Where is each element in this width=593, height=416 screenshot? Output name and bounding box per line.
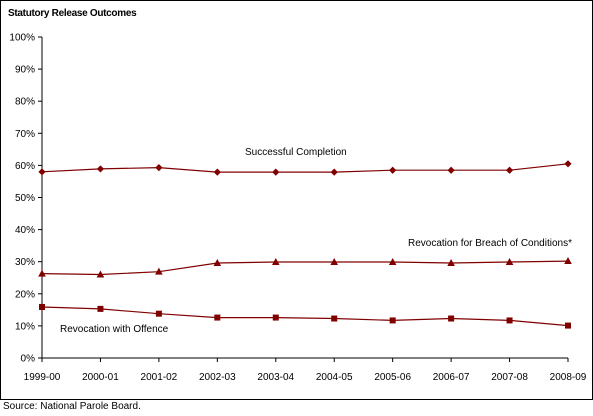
y-tick-label: 70% [15,129,35,140]
x-tick-label: 2002-03 [199,372,236,383]
y-tick-label: 10% [15,321,35,332]
data-point-triangle [330,258,339,266]
source-note: Source: National Parole Board. [3,401,141,412]
x-tick-label: 2001-02 [141,372,178,383]
data-point-square [448,315,455,322]
series-line [41,260,569,276]
series-layer [38,160,572,329]
series-label-revocation-breach: Revocation for Breach of Conditions* [408,238,572,249]
data-point-triangle [155,267,163,275]
data-point-triangle [505,258,514,266]
data-point-triangle [447,258,455,266]
y-tick-label: 90% [15,65,35,76]
data-point-diamond [96,165,105,173]
series-line [41,306,569,327]
y-tick-label: 30% [15,257,35,268]
series-labels: Successful Completion Revocation for Bre… [60,147,572,335]
x-tick-label: 2008-09 [550,372,587,383]
data-point-triangle [38,269,46,277]
x-tick-label: 2006-07 [433,372,470,383]
data-point-triangle [271,258,280,266]
series-label-revocation-offence: Revocation with Offence [60,324,169,335]
data-point-square [155,310,162,317]
data-point-diamond [389,166,397,174]
y-tick-label: 40% [15,225,35,236]
data-point-diamond [447,166,455,174]
data-point-diamond [564,160,572,168]
x-tick-label: 2000-01 [82,372,119,383]
data-point-square [39,303,45,310]
data-point-square [272,314,279,321]
y-tick-label: 0% [21,354,36,365]
x-tick-label: 2007-08 [491,372,528,383]
data-point-square [506,317,513,324]
chart-title: Statutory Release Outcomes [8,8,137,19]
data-point-triangle [564,257,572,265]
x-tick-label: 2003-04 [257,372,294,383]
data-point-diamond [213,168,221,176]
data-point-diamond [38,168,46,176]
data-point-triangle [388,258,397,266]
axes: 0% 10% 20% 30% 40% 50% 60% 70% 80% 90% 100% 1999-00… [9,33,586,384]
series-2 [39,303,571,329]
series-0 [38,160,572,176]
y-tick-label: 60% [15,161,35,172]
data-point-square [214,314,221,321]
series-line [41,163,569,173]
y-tick-label: 80% [15,97,35,108]
y-tick-label: 20% [15,289,35,300]
x-tick-label: 1999-00 [24,372,61,383]
y-tick-label: 100% [9,33,35,44]
x-tick-label: 2005-06 [374,372,411,383]
data-point-square [97,305,104,312]
data-point-triangle [96,270,105,278]
data-point-diamond [330,168,338,176]
data-point-square [389,317,396,324]
series-label-successful-completion: Successful Completion [245,147,347,158]
data-point-diamond [272,168,280,176]
data-point-triangle [213,258,222,266]
data-point-diamond [155,164,163,172]
data-point-square [331,315,338,322]
y-tick-label: 50% [15,193,35,204]
x-tick-label: 2004-05 [316,372,353,383]
data-point-diamond [505,166,514,174]
series-1 [38,257,572,278]
data-point-square [565,322,571,329]
